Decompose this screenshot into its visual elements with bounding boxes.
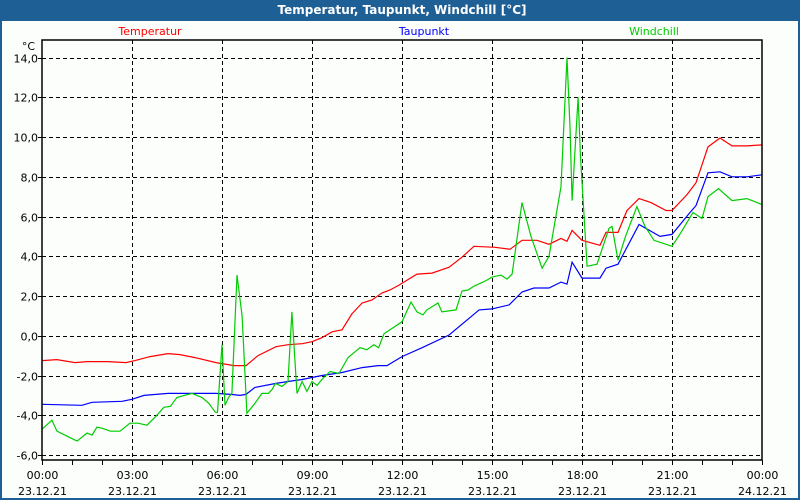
axes: 14,0 12,0 10,0 8,0 6,0 4,0 2,0 0,0 -2,0 -4,0 -6,0 0…: [14, 53, 787, 499]
x-tick-date: 23.12.21: [198, 485, 247, 498]
y-tick-label: 6,0: [21, 212, 39, 225]
y-tick-label: 2,0: [21, 291, 39, 304]
x-tick-date: 24.12.21: [738, 485, 787, 498]
x-tick-time: 00:00: [747, 469, 779, 482]
y-tick-label: 12,0: [14, 92, 39, 105]
x-tick-date: 23.12.21: [108, 485, 157, 498]
x-tick-date: 23.12.21: [288, 485, 337, 498]
x-tick-date: 23.12.21: [468, 485, 517, 498]
window-title: Temperatur, Taupunkt, Windchill [°C]: [2, 0, 800, 21]
x-tick-time: 12:00: [387, 469, 419, 482]
x-tick-time: 21:00: [657, 469, 689, 482]
legend-temperatur: Temperatur: [117, 25, 182, 38]
y-tick-label: 14,0: [14, 53, 39, 66]
y-tick-label: -6,0: [17, 450, 38, 463]
x-tick-time: 03:00: [117, 469, 149, 482]
y-axis-unit: °C: [22, 40, 36, 53]
grid: [42, 40, 762, 460]
series-group: [41, 57, 763, 442]
y-tick-label: 0,0: [21, 331, 39, 344]
x-tick-time: 18:00: [567, 469, 599, 482]
series-line-taupunkt: [41, 171, 763, 406]
x-tick-time: 09:00: [297, 469, 329, 482]
y-tick-label: 10,0: [14, 132, 39, 145]
y-tick-label: -2,0: [17, 371, 38, 384]
series-line-windchill: [41, 57, 763, 442]
x-tick-date: 23.12.21: [18, 485, 67, 498]
y-tick-label: 8,0: [21, 172, 39, 185]
x-tick-time: 15:00: [477, 469, 509, 482]
x-tick-time: 06:00: [207, 469, 239, 482]
series-line-temperatur: [41, 137, 763, 367]
y-tick-label: -4,0: [17, 410, 38, 423]
legend-windchill: Windchill: [629, 25, 679, 38]
legend-taupunkt: Taupunkt: [398, 25, 450, 38]
x-tick-date: 23.12.21: [378, 485, 427, 498]
x-tick-time: 00:00: [27, 469, 59, 482]
x-tick-date: 23.12.21: [648, 485, 697, 498]
x-tick-date: 23.12.21: [558, 485, 607, 498]
y-tick-label: 4,0: [21, 251, 39, 264]
